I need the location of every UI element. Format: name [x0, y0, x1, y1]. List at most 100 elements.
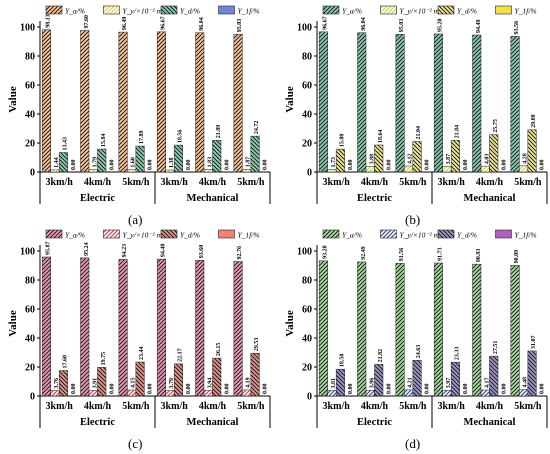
legend-label: Y_y/×10⁻² m: [123, 231, 163, 240]
legend-swatch: [322, 229, 340, 239]
data-label: 4.21: [408, 377, 414, 388]
bar: [80, 257, 90, 397]
data-label: 96.67: [322, 16, 328, 30]
legend-label: Y_a/%: [342, 7, 362, 16]
y-tick-label: 40: [302, 334, 312, 345]
chart-panel: 0 20 40 60 80 100 Value Y_a/% Y_y/×10⁻² m Y_d/% Y_…: [7, 5, 271, 204]
data-label: 0.00: [224, 384, 230, 395]
legend-swatch: [437, 229, 455, 239]
data-label: 23.44: [139, 347, 145, 361]
bar: [88, 169, 98, 173]
legend-label: Y_1f/%: [238, 231, 260, 240]
data-label: 0.00: [463, 384, 469, 395]
data-label: 1.87: [246, 157, 252, 168]
data-label: 21.84: [454, 125, 460, 139]
legend-label: Y_d/%: [457, 7, 477, 16]
bar: [404, 165, 414, 173]
bar: [195, 260, 205, 397]
x-tick-label: 3km/h: [323, 177, 351, 188]
legend-label: Y_d/%: [180, 7, 200, 16]
data-label: 96.04: [361, 17, 367, 31]
data-label: 3.79: [169, 378, 175, 389]
legend-swatch: [45, 229, 63, 239]
data-label: 1.44: [54, 157, 60, 168]
legend-swatch: [218, 5, 235, 15]
data-label: 0.00: [501, 160, 507, 171]
bar: [173, 144, 183, 173]
bar: [127, 169, 137, 173]
group-label: Electric: [80, 417, 115, 428]
bar: [519, 165, 529, 173]
data-label: 21.04: [416, 126, 422, 140]
group-label: Electric: [357, 417, 392, 428]
legend-swatch: [380, 5, 397, 15]
data-label: 90.93: [476, 249, 482, 262]
bar: [472, 34, 482, 173]
x-tick-label: 4km/h: [199, 177, 227, 188]
data-label: 94.49: [476, 19, 482, 33]
data-label: 3.88: [369, 154, 375, 165]
bar: [374, 364, 384, 397]
x-tick-label: 5km/h: [237, 177, 265, 188]
data-label: 0.00: [501, 384, 507, 395]
bar: [242, 169, 252, 173]
data-label: 29.53: [254, 338, 260, 352]
data-label: 97.60: [84, 15, 90, 29]
bar: [212, 140, 222, 173]
data-label: 0.00: [540, 384, 546, 395]
bar: [450, 361, 460, 397]
data-label: 0.00: [425, 160, 431, 171]
data-label: 1.38: [169, 157, 175, 168]
bar: [412, 141, 422, 173]
data-label: 24.72: [254, 121, 260, 135]
legend-swatch: [495, 229, 512, 239]
y-tick-label: 0: [307, 168, 312, 179]
data-label: 4.03: [484, 154, 490, 165]
bar: [527, 129, 537, 173]
bar: [365, 390, 375, 397]
legend-label: Y_a/%: [65, 231, 85, 240]
panel-caption-b: (b): [405, 212, 421, 227]
data-label: 95.87: [45, 241, 51, 255]
y-axis-label: Value: [284, 310, 296, 337]
data-label: 0.00: [148, 384, 154, 395]
data-label: 3.96: [369, 378, 375, 389]
legend-label: Y_d/%: [457, 231, 477, 240]
data-label: 0.00: [425, 384, 431, 395]
group-label: Mechanical: [187, 417, 239, 428]
y-tick-label: 0: [30, 392, 35, 403]
data-label: 3.97: [446, 378, 452, 389]
bar: [41, 29, 51, 173]
bar: [433, 33, 443, 173]
group-label: Mechanical: [187, 193, 239, 204]
x-tick-label: 4km/h: [84, 401, 112, 412]
y-tick-label: 40: [25, 334, 35, 345]
bar: [527, 350, 537, 397]
y-tick-label: 60: [302, 81, 312, 92]
bar: [404, 389, 414, 397]
x-tick-label: 5km/h: [399, 177, 427, 188]
y-axis-label: Value: [7, 310, 19, 337]
y-tick-label: 60: [25, 81, 35, 92]
data-label: 0.00: [109, 160, 115, 171]
data-label: 0.00: [348, 384, 354, 395]
legend-label: Y_1f/%: [515, 7, 537, 16]
bar: [395, 33, 405, 173]
bar: [203, 169, 213, 173]
y-tick-label: 0: [307, 392, 312, 403]
bar: [156, 258, 166, 397]
data-label: 0.00: [263, 384, 269, 395]
x-tick-label: 5km/h: [122, 401, 150, 412]
bar: [118, 31, 128, 173]
bar: [203, 390, 213, 397]
data-label: 0.00: [540, 160, 546, 171]
legend-label: Y_y/×10⁻² m: [123, 7, 163, 16]
group-label: Electric: [357, 193, 392, 204]
y-tick-label: 20: [25, 363, 35, 374]
data-label: 96.49: [122, 17, 128, 31]
bar: [489, 355, 499, 397]
data-label: 93.20: [322, 245, 328, 258]
data-label: 21.82: [378, 349, 384, 363]
x-tick-label: 5km/h: [237, 401, 265, 412]
data-label: 90.09: [514, 250, 520, 264]
